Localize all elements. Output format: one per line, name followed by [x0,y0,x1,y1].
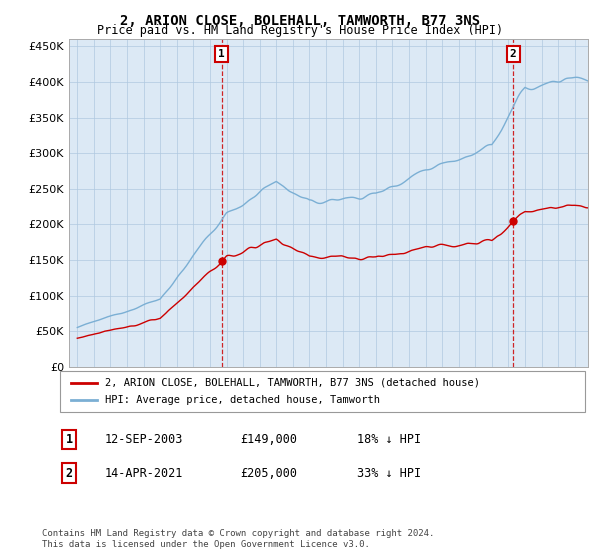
Text: 12-SEP-2003: 12-SEP-2003 [105,433,184,446]
Text: 1: 1 [218,49,225,59]
Text: Contains HM Land Registry data © Crown copyright and database right 2024.
This d: Contains HM Land Registry data © Crown c… [42,529,434,549]
Text: 2, ARION CLOSE, BOLEHALL, TAMWORTH, B77 3NS (detached house): 2, ARION CLOSE, BOLEHALL, TAMWORTH, B77 … [104,377,479,388]
Text: 14-APR-2021: 14-APR-2021 [105,466,184,480]
FancyBboxPatch shape [60,371,585,412]
Text: 18% ↓ HPI: 18% ↓ HPI [357,433,421,446]
Text: £149,000: £149,000 [240,433,297,446]
Text: 2: 2 [65,466,73,480]
Text: 2, ARION CLOSE, BOLEHALL, TAMWORTH, B77 3NS: 2, ARION CLOSE, BOLEHALL, TAMWORTH, B77 … [120,14,480,28]
Text: 2: 2 [509,49,517,59]
Text: 1: 1 [65,433,73,446]
Text: £205,000: £205,000 [240,466,297,480]
Text: HPI: Average price, detached house, Tamworth: HPI: Average price, detached house, Tamw… [104,395,380,405]
Text: Price paid vs. HM Land Registry's House Price Index (HPI): Price paid vs. HM Land Registry's House … [97,24,503,37]
Text: 33% ↓ HPI: 33% ↓ HPI [357,466,421,480]
